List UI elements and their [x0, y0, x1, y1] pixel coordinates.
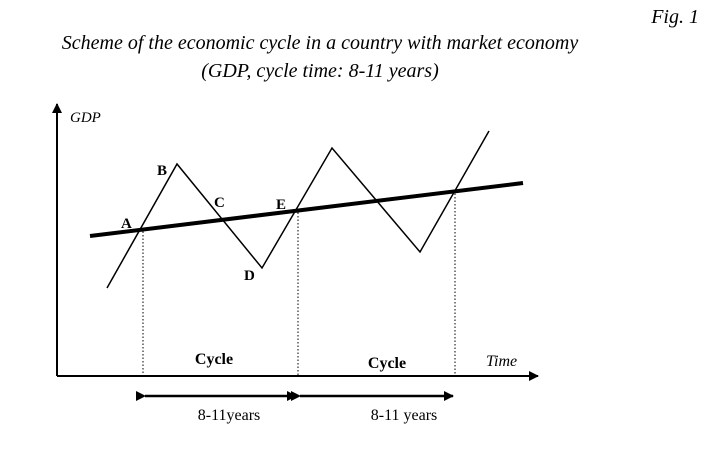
point-label-e: E — [276, 197, 286, 213]
point-label-c: C — [214, 195, 225, 211]
cycle-label-first: Cycle — [195, 351, 233, 368]
cycle-label-second: Cycle — [368, 355, 406, 372]
x-axis-label: Time — [486, 353, 517, 370]
diagram-title: Scheme of the economic cycle in a countr… — [61, 32, 579, 54]
point-label-d: D — [244, 268, 255, 284]
trend-line — [89, 181, 524, 238]
y-axis-label: GDP — [70, 110, 101, 126]
diagram-subtitle: (GDP, cycle time: 8-11 years) — [201, 60, 439, 82]
gdp-cycle-curve — [106, 130, 490, 289]
cycle-duration-second: 8-11 years — [371, 407, 438, 424]
cycle-duration-first: 8-11years — [198, 407, 261, 424]
figure-label: Fig. 1 — [651, 6, 699, 28]
point-label-b: B — [157, 163, 167, 179]
point-label-a: A — [121, 216, 132, 232]
